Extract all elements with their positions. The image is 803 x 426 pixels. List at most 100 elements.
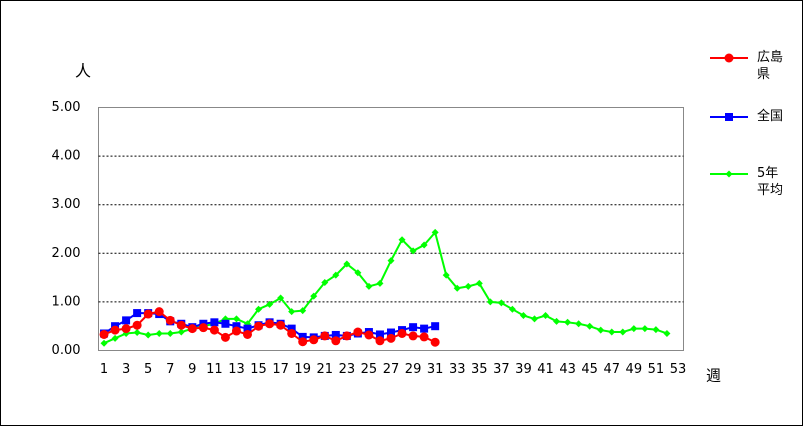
marker [364, 330, 374, 340]
marker [176, 320, 186, 330]
marker [597, 326, 605, 334]
y-tick-label: 0.00 [52, 343, 81, 358]
marker [586, 322, 594, 330]
marker [331, 330, 340, 339]
marker [243, 324, 252, 333]
marker [299, 307, 307, 315]
marker [652, 326, 660, 334]
x-tick-label: 33 [449, 362, 466, 377]
x-tick-label: 5 [144, 362, 152, 377]
x-tick-label: 11 [206, 362, 223, 377]
marker [542, 312, 550, 320]
x-tick-label: 15 [250, 362, 267, 377]
marker [409, 323, 418, 332]
marker [724, 53, 734, 63]
marker [375, 336, 385, 346]
x-tick-label: 37 [493, 362, 510, 377]
marker [375, 330, 384, 339]
marker [619, 328, 627, 336]
marker [725, 170, 733, 178]
marker [221, 319, 230, 328]
marker [166, 329, 174, 337]
marker [486, 298, 494, 306]
marker [287, 328, 297, 338]
marker [630, 325, 638, 333]
plot-area [98, 107, 684, 351]
marker [564, 318, 572, 326]
x-tick-label: 13 [228, 362, 245, 377]
marker [232, 322, 241, 331]
marker [133, 329, 141, 337]
marker [387, 257, 395, 265]
legend-label: 5年平均 [757, 166, 784, 198]
x-tick-label: 35 [471, 362, 488, 377]
x-tick-label: 29 [405, 362, 422, 377]
marker [332, 271, 340, 279]
marker [243, 329, 253, 339]
x-tick-label: 1 [100, 362, 108, 377]
marker [277, 294, 285, 302]
marker [133, 309, 142, 318]
x-tick-label: 27 [383, 362, 400, 377]
marker [266, 300, 274, 308]
marker [155, 329, 163, 337]
marker [641, 325, 649, 333]
legend-label: 全国 [757, 109, 784, 124]
marker [198, 323, 208, 333]
marker [353, 327, 363, 337]
marker [354, 269, 362, 277]
marker [254, 321, 264, 331]
marker [497, 299, 505, 307]
marker [121, 324, 131, 334]
marker [220, 332, 230, 342]
marker [464, 282, 472, 290]
marker [122, 316, 131, 325]
marker [187, 324, 197, 334]
marker [419, 332, 429, 342]
marker [553, 317, 561, 325]
marker [154, 307, 164, 317]
marker [475, 279, 483, 287]
marker [276, 320, 286, 330]
marker [165, 315, 175, 325]
marker [111, 334, 119, 342]
marker [386, 333, 396, 343]
marker [265, 319, 275, 329]
x-tick-label: 47 [603, 362, 620, 377]
marker [99, 329, 109, 339]
marker [309, 335, 319, 345]
marker [100, 339, 108, 347]
marker [508, 305, 516, 313]
marker [110, 325, 120, 335]
x-tick-label: 51 [648, 362, 665, 377]
marker [397, 328, 407, 338]
marker [608, 328, 616, 336]
marker [519, 312, 527, 320]
marker [320, 331, 330, 341]
marker [177, 328, 185, 336]
y-tick-label: 5.00 [52, 100, 81, 115]
marker [310, 292, 318, 300]
y-tick-label: 1.00 [52, 294, 81, 309]
x-tick-label: 25 [361, 362, 378, 377]
x-tick-label: 9 [188, 362, 196, 377]
marker [298, 332, 307, 341]
marker [132, 320, 142, 330]
x-tick-label: 43 [559, 362, 576, 377]
x-tick-label: 17 [272, 362, 289, 377]
marker [409, 247, 417, 255]
marker [387, 328, 395, 337]
x-tick-label: 41 [537, 362, 554, 377]
marker [398, 236, 406, 244]
x-tick-label: 3 [122, 362, 130, 377]
marker [321, 278, 329, 286]
y-tick-label: 2.00 [52, 246, 81, 261]
marker [232, 315, 240, 323]
x-axis-label: 週 [706, 367, 721, 385]
marker [287, 324, 296, 333]
marker [143, 309, 153, 319]
marker [431, 322, 440, 331]
x-tick-label: 7 [166, 362, 174, 377]
